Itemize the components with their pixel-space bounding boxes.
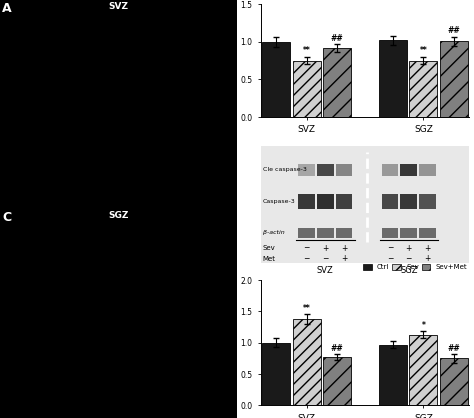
FancyBboxPatch shape bbox=[419, 164, 436, 176]
FancyBboxPatch shape bbox=[298, 194, 315, 209]
FancyBboxPatch shape bbox=[382, 228, 398, 237]
FancyBboxPatch shape bbox=[298, 164, 315, 176]
FancyBboxPatch shape bbox=[336, 164, 353, 176]
FancyBboxPatch shape bbox=[401, 164, 417, 176]
Bar bbox=[292, 319, 320, 405]
Bar bbox=[440, 359, 468, 405]
Y-axis label: Cle caspase-3/Caspase-3
Relative OD of Control: Cle caspase-3/Caspase-3 Relative OD of C… bbox=[225, 299, 237, 386]
Text: +: + bbox=[341, 244, 347, 252]
Text: +: + bbox=[424, 254, 431, 263]
FancyBboxPatch shape bbox=[336, 228, 353, 237]
FancyBboxPatch shape bbox=[382, 164, 398, 176]
Bar bbox=[292, 61, 320, 117]
FancyBboxPatch shape bbox=[401, 194, 417, 209]
Text: SGZ: SGZ bbox=[400, 266, 418, 275]
Text: Sev: Sev bbox=[263, 245, 275, 251]
FancyBboxPatch shape bbox=[317, 164, 334, 176]
Text: Met: Met bbox=[263, 256, 276, 262]
Text: Cle caspase-3: Cle caspase-3 bbox=[263, 167, 307, 172]
Text: −: − bbox=[387, 244, 393, 252]
Text: +: + bbox=[341, 254, 347, 263]
FancyBboxPatch shape bbox=[336, 194, 353, 209]
Text: ##: ## bbox=[447, 344, 460, 353]
FancyBboxPatch shape bbox=[382, 194, 398, 209]
Bar bbox=[262, 42, 290, 117]
Y-axis label: Nestin⁺/BrdU⁺ cells
(% of Control): Nestin⁺/BrdU⁺ cells (% of Control) bbox=[223, 27, 237, 94]
Text: SGZ: SGZ bbox=[109, 211, 128, 220]
Text: B: B bbox=[223, 0, 233, 4]
Bar bbox=[440, 41, 468, 117]
Text: +: + bbox=[424, 244, 431, 252]
FancyBboxPatch shape bbox=[317, 228, 334, 237]
Text: *: * bbox=[421, 321, 425, 330]
Text: A: A bbox=[2, 2, 12, 15]
Text: SVZ: SVZ bbox=[317, 266, 334, 275]
Text: β-actin: β-actin bbox=[263, 230, 284, 235]
Text: **: ** bbox=[303, 303, 310, 313]
Text: ##: ## bbox=[331, 344, 344, 353]
Bar bbox=[323, 357, 351, 405]
Text: −: − bbox=[387, 254, 393, 263]
Bar bbox=[410, 334, 438, 405]
Text: E: E bbox=[223, 265, 232, 278]
Legend: Ctrl, Sev, Sev+Met: Ctrl, Sev, Sev+Met bbox=[360, 261, 470, 273]
Text: SVZ: SVZ bbox=[109, 2, 128, 11]
Text: −: − bbox=[406, 254, 412, 263]
Bar bbox=[262, 343, 290, 405]
Text: +: + bbox=[406, 244, 412, 252]
Text: C: C bbox=[2, 211, 11, 224]
FancyBboxPatch shape bbox=[298, 228, 315, 237]
Text: ##: ## bbox=[331, 33, 344, 43]
Text: **: ** bbox=[419, 46, 427, 55]
Text: −: − bbox=[303, 254, 310, 263]
Text: −: − bbox=[322, 254, 328, 263]
Text: −: − bbox=[303, 244, 310, 252]
Bar bbox=[379, 40, 407, 117]
Bar bbox=[379, 344, 407, 405]
Text: +: + bbox=[322, 244, 328, 252]
Text: D: D bbox=[223, 140, 233, 153]
FancyBboxPatch shape bbox=[419, 228, 436, 237]
FancyBboxPatch shape bbox=[317, 194, 334, 209]
Bar bbox=[410, 61, 438, 117]
Text: Caspase-3: Caspase-3 bbox=[263, 199, 295, 204]
Text: ##: ## bbox=[447, 26, 460, 35]
FancyBboxPatch shape bbox=[419, 194, 436, 209]
Text: **: ** bbox=[303, 46, 310, 55]
Bar bbox=[323, 48, 351, 117]
FancyBboxPatch shape bbox=[401, 228, 417, 237]
